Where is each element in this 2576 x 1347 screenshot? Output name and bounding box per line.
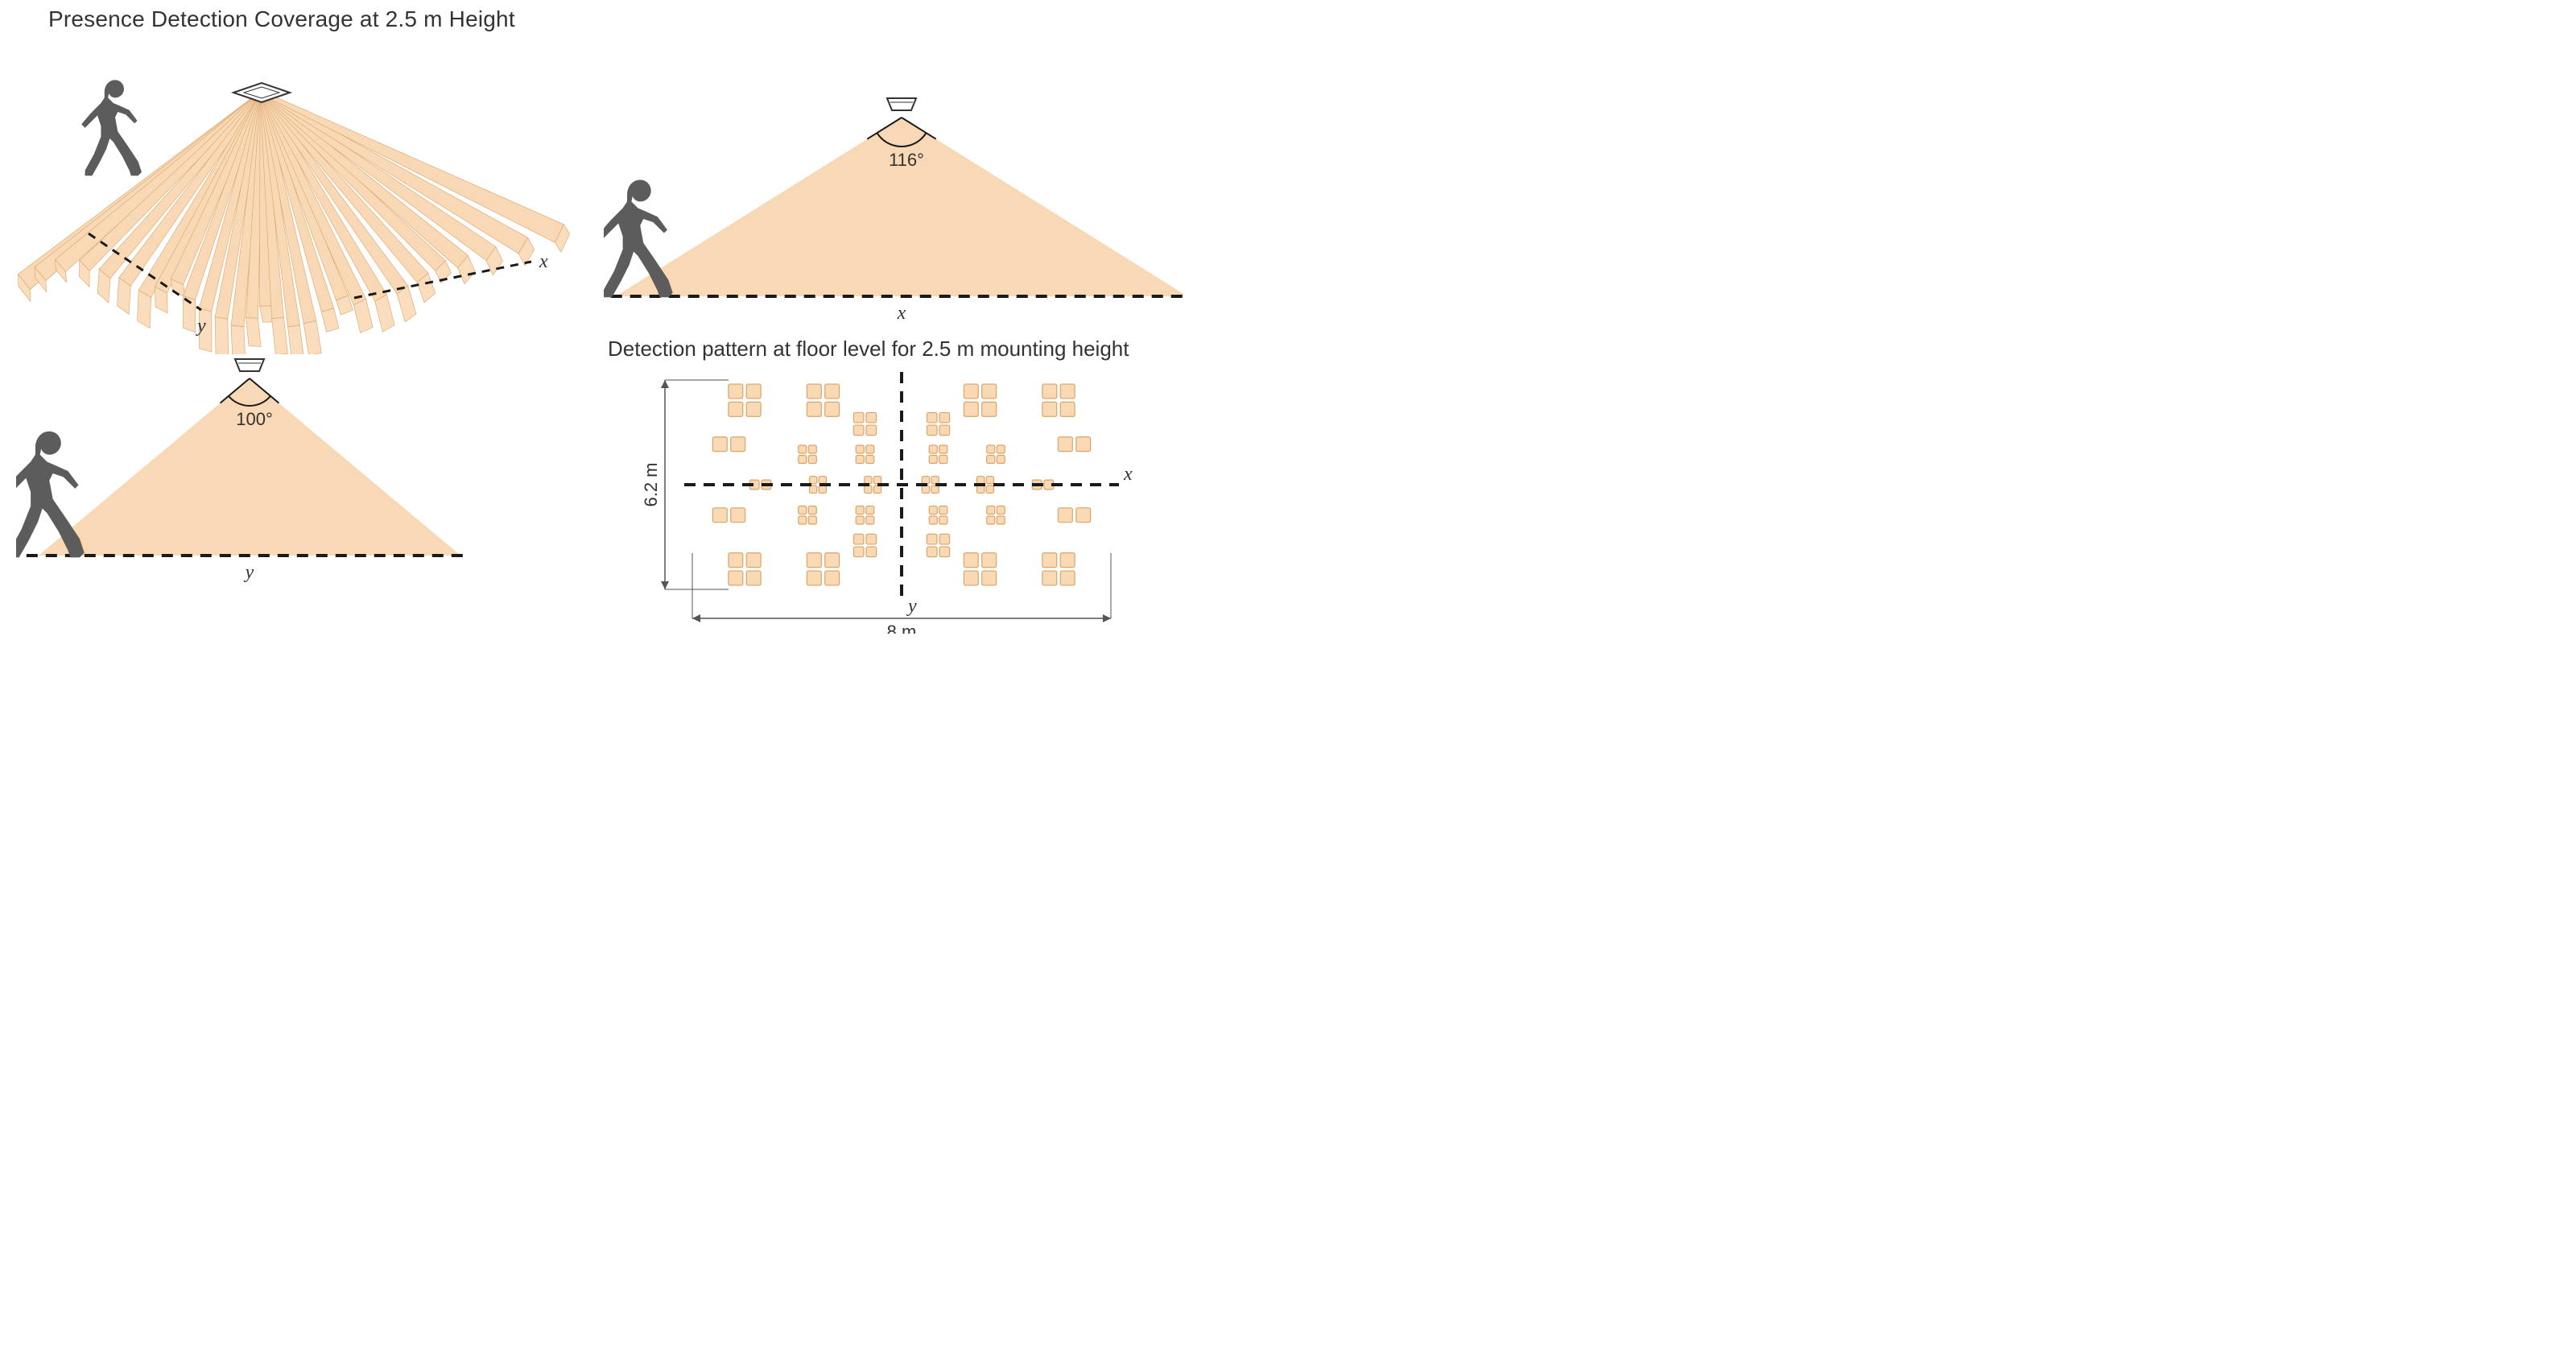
sensor-icon <box>235 359 264 371</box>
beam-cone <box>616 118 1183 296</box>
subtitle: Detection pattern at floor level for 2.5… <box>608 337 1129 362</box>
axis-y-label: y <box>196 316 206 337</box>
dimension-x-label: 8 m <box>887 622 917 634</box>
diagram-page: Presence Detection Coverage at 2.5 m Hei… <box>0 0 1208 631</box>
dimension-y-label: 6.2 m <box>641 462 661 506</box>
axis-y-label: y <box>244 562 254 583</box>
sensor-icon <box>887 98 916 110</box>
angle-y-label: 100° <box>236 409 273 429</box>
person-icon <box>16 432 85 558</box>
axis-x-label: x <box>1123 464 1133 485</box>
diagram-3d-beam: x y <box>16 32 596 354</box>
axis-x-label: x <box>539 251 548 272</box>
page-title: Presence Detection Coverage at 2.5 m Hei… <box>48 6 515 32</box>
person-icon <box>81 80 142 176</box>
angle-x-label: 116° <box>889 150 924 170</box>
diagram-floor-pattern: x y 6.2 m 8 m <box>612 364 1143 634</box>
diagram-cone-x: 116° x <box>604 64 1183 330</box>
diagram-cone-y: 100° y <box>16 338 467 596</box>
axis-y-label: y <box>906 596 917 617</box>
axis-x-label: x <box>897 303 906 324</box>
person-icon <box>604 180 673 297</box>
